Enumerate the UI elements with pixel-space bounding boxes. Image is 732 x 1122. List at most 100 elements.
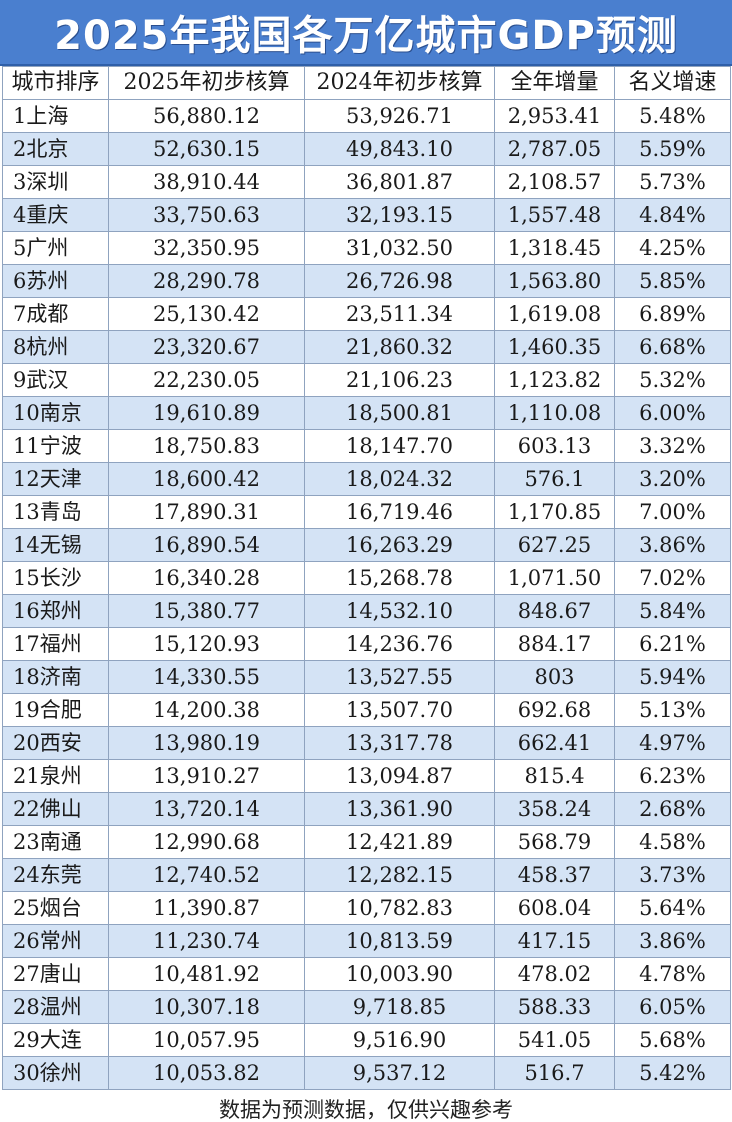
cell-gdp-2025: 11,390.87 [108, 891, 305, 925]
cell-city: 21泉州 [2, 759, 109, 793]
cell-growth: 2.68% [614, 792, 731, 826]
table-row: 9武汉 22,230.05 21,106.23 1,123.82 5.32% [2, 363, 731, 397]
cell-gdp-2024: 18,024.32 [304, 462, 495, 496]
cell-growth: 6.23% [614, 759, 731, 793]
table-row: 2北京 52,630.15 49,843.10 2,787.05 5.59% [2, 132, 731, 166]
cell-gdp-2024: 14,236.76 [304, 627, 495, 661]
cell-increase: 458.37 [494, 858, 615, 892]
table-row: 8杭州 23,320.67 21,860.32 1,460.35 6.68% [2, 330, 731, 364]
cell-gdp-2025: 52,630.15 [108, 132, 305, 166]
table-row: 14无锡 16,890.54 16,263.29 627.25 3.86% [2, 528, 731, 562]
cell-growth: 4.97% [614, 726, 731, 760]
cell-increase: 588.33 [494, 990, 615, 1024]
cell-growth: 5.85% [614, 264, 731, 298]
cell-gdp-2024: 23,511.34 [304, 297, 495, 331]
cell-gdp-2024: 10,782.83 [304, 891, 495, 925]
cell-gdp-2024: 21,106.23 [304, 363, 495, 397]
cell-gdp-2025: 14,330.55 [108, 660, 305, 694]
cell-growth: 6.21% [614, 627, 731, 661]
cell-city: 22佛山 [2, 792, 109, 826]
cell-increase: 815.4 [494, 759, 615, 793]
cell-city: 15长沙 [2, 561, 109, 595]
cell-gdp-2025: 23,320.67 [108, 330, 305, 364]
cell-growth: 5.32% [614, 363, 731, 397]
table-row: 4重庆 33,750.63 32,193.15 1,557.48 4.84% [2, 198, 731, 232]
cell-gdp-2024: 9,537.12 [304, 1056, 495, 1090]
cell-gdp-2025: 12,740.52 [108, 858, 305, 892]
cell-gdp-2025: 18,600.42 [108, 462, 305, 496]
cell-increase: 1,318.45 [494, 231, 615, 265]
table-row: 26常州 11,230.74 10,813.59 417.15 3.86% [2, 924, 731, 958]
cell-gdp-2025: 10,057.95 [108, 1023, 305, 1057]
header-cell-increase: 全年增量 [494, 66, 615, 100]
cell-increase: 884.17 [494, 627, 615, 661]
cell-growth: 5.94% [614, 660, 731, 694]
cell-gdp-2024: 13,507.70 [304, 693, 495, 727]
table-row: 3深圳 38,910.44 36,801.87 2,108.57 5.73% [2, 165, 731, 199]
gdp-table: 城市排序 2025年初步核算 2024年初步核算 全年增量 名义增速 1上海 56… [2, 66, 731, 1090]
cell-growth: 3.73% [614, 858, 731, 892]
table-row: 30徐州 10,053.82 9,537.12 516.7 5.42% [2, 1056, 731, 1090]
table-row: 5广州 32,350.95 31,032.50 1,318.45 4.25% [2, 231, 731, 265]
cell-growth: 6.05% [614, 990, 731, 1024]
cell-city: 10南京 [2, 396, 109, 430]
cell-gdp-2024: 9,718.85 [304, 990, 495, 1024]
cell-gdp-2024: 21,860.32 [304, 330, 495, 364]
cell-increase: 358.24 [494, 792, 615, 826]
cell-gdp-2025: 13,910.27 [108, 759, 305, 793]
cell-increase: 568.79 [494, 825, 615, 859]
table-row: 22佛山 13,720.14 13,361.90 358.24 2.68% [2, 792, 731, 826]
table-row: 10南京 19,610.89 18,500.81 1,110.08 6.00% [2, 396, 731, 430]
cell-gdp-2025: 19,610.89 [108, 396, 305, 430]
cell-increase: 2,953.41 [494, 99, 615, 133]
cell-growth: 5.13% [614, 693, 731, 727]
cell-increase: 803 [494, 660, 615, 694]
cell-growth: 4.84% [614, 198, 731, 232]
cell-city: 23南通 [2, 825, 109, 859]
cell-city: 4重庆 [2, 198, 109, 232]
cell-gdp-2025: 15,380.77 [108, 594, 305, 628]
cell-increase: 516.7 [494, 1056, 615, 1090]
cell-city: 9武汉 [2, 363, 109, 397]
cell-growth: 3.86% [614, 924, 731, 958]
cell-growth: 6.00% [614, 396, 731, 430]
cell-gdp-2025: 12,990.68 [108, 825, 305, 859]
cell-gdp-2025: 10,481.92 [108, 957, 305, 991]
cell-growth: 4.58% [614, 825, 731, 859]
cell-gdp-2024: 36,801.87 [304, 165, 495, 199]
cell-increase: 417.15 [494, 924, 615, 958]
cell-city: 20西安 [2, 726, 109, 760]
cell-city: 7成都 [2, 297, 109, 331]
cell-increase: 1,460.35 [494, 330, 615, 364]
cell-gdp-2024: 18,500.81 [304, 396, 495, 430]
table-row: 23南通 12,990.68 12,421.89 568.79 4.58% [2, 825, 731, 859]
cell-growth: 4.25% [614, 231, 731, 265]
table-row: 13青岛 17,890.31 16,719.46 1,170.85 7.00% [2, 495, 731, 529]
cell-gdp-2025: 15,120.93 [108, 627, 305, 661]
table-row: 20西安 13,980.19 13,317.78 662.41 4.97% [2, 726, 731, 760]
cell-increase: 608.04 [494, 891, 615, 925]
cell-gdp-2025: 10,307.18 [108, 990, 305, 1024]
cell-growth: 6.89% [614, 297, 731, 331]
cell-city: 6苏州 [2, 264, 109, 298]
table-row: 29大连 10,057.95 9,516.90 541.05 5.68% [2, 1023, 731, 1057]
cell-city: 3深圳 [2, 165, 109, 199]
cell-increase: 1,619.08 [494, 297, 615, 331]
cell-increase: 1,123.82 [494, 363, 615, 397]
table-row: 1上海 56,880.12 53,926.71 2,953.41 5.48% [2, 99, 731, 133]
cell-gdp-2024: 12,282.15 [304, 858, 495, 892]
header-cell-rank: 城市排序 [2, 66, 109, 100]
cell-city: 30徐州 [2, 1056, 109, 1090]
cell-increase: 692.68 [494, 693, 615, 727]
cell-gdp-2024: 10,003.90 [304, 957, 495, 991]
cell-gdp-2024: 12,421.89 [304, 825, 495, 859]
cell-city: 28温州 [2, 990, 109, 1024]
cell-city: 29大连 [2, 1023, 109, 1057]
cell-gdp-2025: 18,750.83 [108, 429, 305, 463]
cell-increase: 1,071.50 [494, 561, 615, 595]
cell-increase: 541.05 [494, 1023, 615, 1057]
cell-gdp-2024: 15,268.78 [304, 561, 495, 595]
cell-gdp-2025: 25,130.42 [108, 297, 305, 331]
cell-increase: 1,563.80 [494, 264, 615, 298]
